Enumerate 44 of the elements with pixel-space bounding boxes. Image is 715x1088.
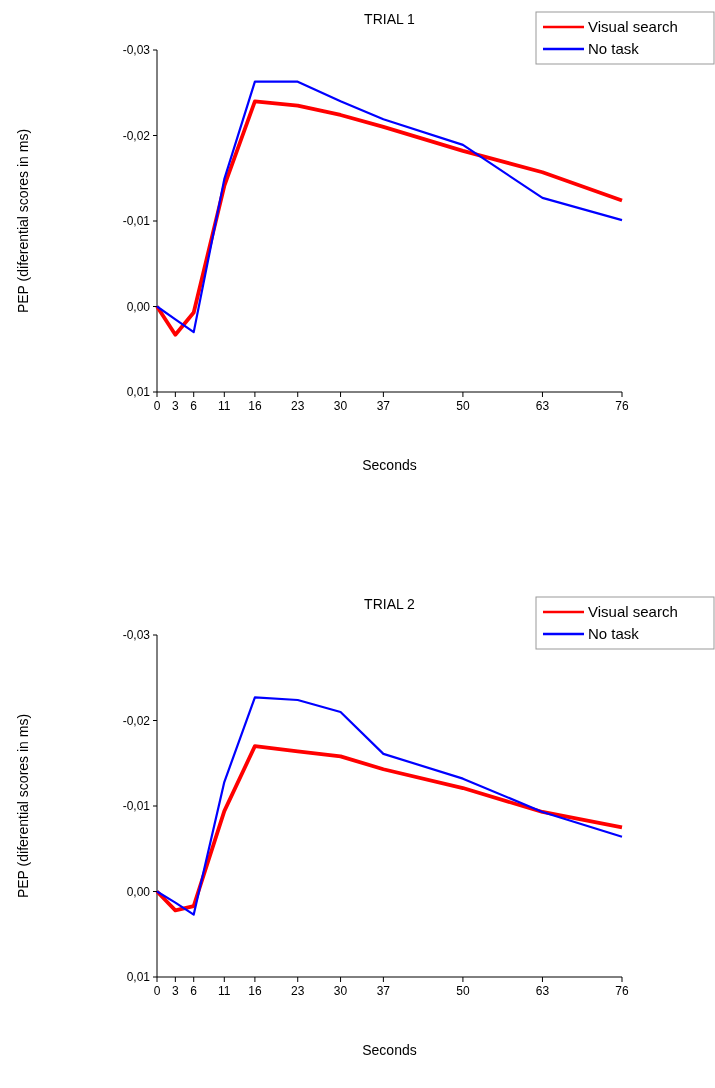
x-tick-label: 6 [190,984,198,998]
y-tick-label: 0,00 [126,884,151,899]
legend-label: Visual search [588,603,678,621]
y-tick-label: -0,03 [122,628,151,643]
chart-title: TRIAL 1 [364,11,416,27]
x-tick-label: 16 [248,399,262,413]
line-series [155,744,624,913]
y-tick-label: -0,01 [122,799,151,814]
legend-label: No task [588,40,640,58]
x-tick-label: 11 [218,399,231,413]
y-axis-title: PEP (diferential scores in ms) [15,128,31,314]
x-tick-label: 37 [376,399,391,413]
x-tick-label: 63 [535,399,550,413]
y-tick-label: -0,02 [122,713,151,728]
x-tick-label: 3 [172,984,180,998]
legend-label: Visual search [588,18,678,36]
x-tick-label: 23 [291,399,305,413]
x-tick-label: 30 [333,399,348,413]
x-tick-label: 23 [291,984,305,998]
x-tick-label: 30 [333,984,348,998]
x-tick-label: 76 [615,984,629,998]
x-axis-title: Seconds [362,457,417,473]
x-axis-title: Seconds [362,1042,417,1058]
line-series [155,696,624,916]
y-axis-title: PEP (diferential scores in ms) [15,713,31,899]
y-tick-label: 0,01 [126,385,151,400]
x-tick-label: 6 [190,399,198,413]
y-tick-label: -0,01 [122,214,151,229]
x-tick-label: 50 [456,399,470,413]
x-tick-label: 11 [218,984,231,998]
x-tick-label: 76 [615,399,629,413]
x-tick-label: 16 [248,984,262,998]
y-tick-label: -0,03 [122,43,151,58]
x-tick-label: 63 [535,984,550,998]
x-tick-label: 37 [376,984,391,998]
x-tick-label: 50 [456,984,470,998]
chart-title: TRIAL 2 [364,596,416,612]
x-tick-label: 0 [153,399,161,413]
legend-label: No task [588,625,640,643]
x-tick-label: 0 [153,984,161,998]
y-tick-label: 0,00 [126,299,151,314]
y-tick-label: -0,02 [122,128,151,143]
x-tick-label: 3 [172,399,180,413]
y-tick-label: 0,01 [126,970,151,985]
